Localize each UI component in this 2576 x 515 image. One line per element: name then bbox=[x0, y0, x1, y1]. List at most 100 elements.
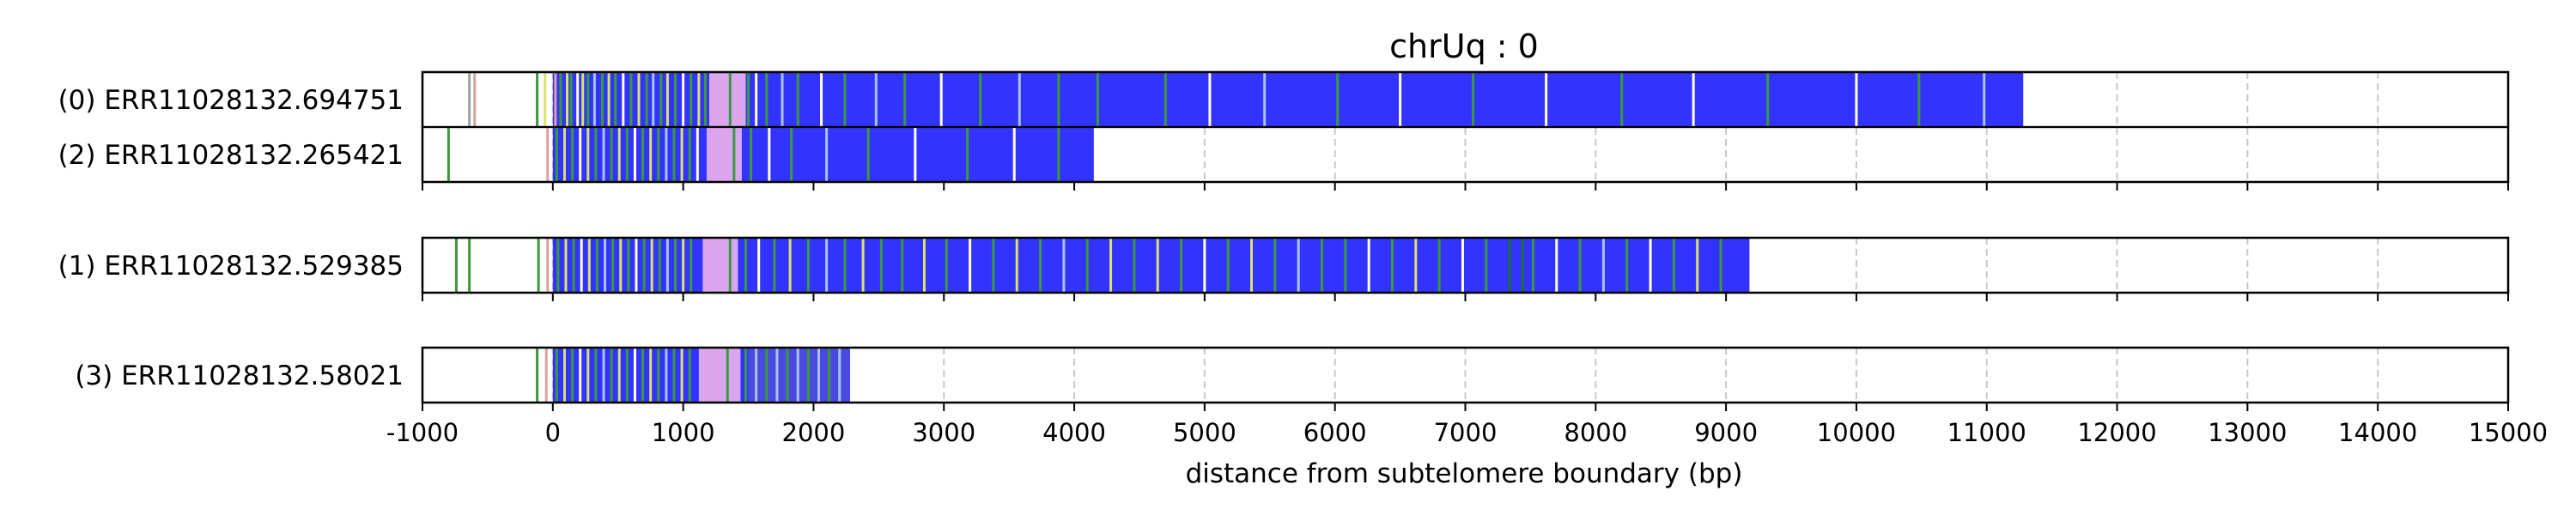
x-tick-label: 12000 bbox=[2077, 418, 2156, 447]
track-mark bbox=[586, 348, 590, 402]
track-mark bbox=[645, 73, 648, 126]
track-mark bbox=[1336, 73, 1340, 126]
track-mark bbox=[1472, 73, 1475, 126]
x-tick-label: 11000 bbox=[1947, 418, 2026, 447]
track-mark bbox=[755, 348, 758, 402]
track-label: (3) ERR11028132.58021 bbox=[75, 360, 404, 391]
track-bar-region bbox=[748, 348, 850, 402]
track-mark bbox=[838, 348, 841, 402]
track-bar-region bbox=[698, 348, 741, 402]
track-mark bbox=[625, 128, 629, 181]
track-mark bbox=[1226, 239, 1230, 292]
track-mark bbox=[1696, 239, 1699, 292]
track-label: (1) ERR11028132.529385 bbox=[58, 251, 404, 282]
track-mark bbox=[966, 128, 969, 181]
track-mark bbox=[1545, 73, 1548, 126]
track-group-2: (3) ERR11028132.58021 bbox=[75, 346, 2510, 411]
track-mark bbox=[1344, 239, 1347, 292]
track-mark bbox=[945, 239, 948, 292]
track-mark bbox=[587, 239, 591, 292]
track-bar-region bbox=[708, 73, 746, 126]
track-mark bbox=[649, 348, 653, 402]
track-mark bbox=[1039, 239, 1042, 292]
track-bar bbox=[552, 73, 2024, 126]
track-mark bbox=[595, 239, 598, 292]
track-mark bbox=[611, 239, 615, 292]
track-mark bbox=[1917, 73, 1921, 126]
track-mark bbox=[1208, 73, 1212, 126]
track-mark bbox=[1015, 239, 1018, 292]
track-mark bbox=[843, 239, 847, 292]
track-mark bbox=[1062, 239, 1066, 292]
track-mark bbox=[629, 73, 633, 126]
track-mark bbox=[1719, 239, 1722, 292]
track-mark bbox=[1180, 239, 1183, 292]
x-tick-label: 14000 bbox=[2338, 418, 2417, 447]
track-mark bbox=[619, 239, 623, 292]
track-mark bbox=[768, 128, 771, 181]
track-mark bbox=[579, 348, 582, 402]
track-mark bbox=[879, 239, 883, 292]
track-mark bbox=[617, 128, 621, 181]
track-mark bbox=[922, 239, 926, 292]
track-groups: (0) ERR11028132.694751 (2) ERR11028132.26… bbox=[58, 70, 2510, 411]
track-mark bbox=[576, 73, 580, 126]
track-mark bbox=[546, 239, 550, 292]
track-mark bbox=[781, 73, 784, 126]
track-mark bbox=[544, 348, 548, 402]
x-tick-label: 9000 bbox=[1694, 418, 1758, 447]
x-tick-label: 1000 bbox=[652, 418, 715, 447]
track-mark bbox=[1437, 239, 1441, 292]
track-label: (2) ERR11028132.265421 bbox=[58, 140, 404, 171]
track-mark bbox=[614, 73, 617, 126]
track-mark bbox=[537, 239, 540, 292]
track-mark bbox=[592, 73, 596, 126]
track-mark bbox=[786, 348, 789, 402]
track-mark bbox=[914, 128, 917, 181]
x-tick-label: 15000 bbox=[2469, 418, 2548, 447]
track-label: (0) ERR11028132.694751 bbox=[58, 85, 404, 116]
track-bar bbox=[552, 239, 1750, 292]
x-tick-label: 3000 bbox=[912, 418, 975, 447]
x-tick-label: 2000 bbox=[782, 418, 846, 447]
track-mark bbox=[1321, 239, 1324, 292]
track-mark bbox=[1156, 239, 1159, 292]
x-tick-label: -1000 bbox=[386, 418, 459, 447]
track-mark bbox=[665, 239, 669, 292]
track-mark bbox=[610, 128, 613, 181]
track-mark bbox=[571, 128, 574, 181]
track-mark bbox=[473, 73, 477, 126]
track-mark bbox=[703, 73, 707, 126]
track-mark bbox=[1531, 239, 1534, 292]
track-mark bbox=[705, 348, 708, 402]
track-mark bbox=[536, 348, 539, 402]
x-axis-label: distance from subtelomere boundary (bp) bbox=[1186, 458, 1743, 489]
track-mark bbox=[1096, 73, 1099, 126]
track-mark bbox=[633, 348, 636, 402]
track-mark bbox=[1485, 239, 1488, 292]
track-mark bbox=[659, 73, 663, 126]
track-mark bbox=[544, 73, 547, 126]
track-mark bbox=[765, 348, 769, 402]
track-mark bbox=[1399, 73, 1402, 126]
track-mark bbox=[604, 239, 607, 292]
track-mark bbox=[708, 239, 711, 292]
track-mark bbox=[622, 73, 625, 126]
track-mark bbox=[722, 128, 726, 181]
track-mark bbox=[736, 73, 739, 126]
track-mark bbox=[625, 348, 629, 402]
track-mark bbox=[566, 73, 569, 126]
x-tick-label: 8000 bbox=[1564, 418, 1627, 447]
track-mark bbox=[1057, 128, 1060, 181]
track-mark bbox=[602, 348, 605, 402]
track-mark bbox=[617, 348, 621, 402]
track-mark bbox=[796, 348, 799, 402]
track-mark bbox=[1601, 239, 1605, 292]
track-mark bbox=[765, 73, 769, 126]
track-mark bbox=[1766, 73, 1770, 126]
track-mark bbox=[652, 73, 655, 126]
track-mark bbox=[682, 239, 685, 292]
track-mark bbox=[602, 128, 605, 181]
track-mark bbox=[1649, 239, 1652, 292]
